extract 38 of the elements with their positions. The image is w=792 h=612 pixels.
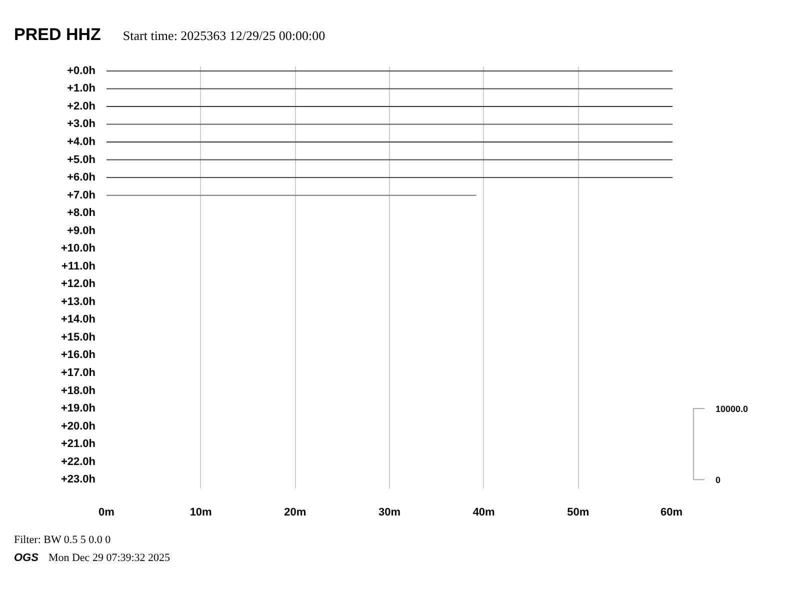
y-tick-label: +4.0h [67, 136, 96, 148]
text: Filter: BW 0.5 5 0.0 0 [14, 533, 112, 548]
y-tick-label: +5.0h [67, 154, 96, 166]
y-tick-label: +8.0h [67, 207, 96, 220]
y-tick-label: +1.0h [67, 82, 96, 95]
y-tick-label: +19.0h [60, 402, 96, 415]
x-tick-label: 0m [98, 506, 115, 518]
text: Mon Dec 29 07:39:32 2025 [48, 552, 170, 564]
y-tick-label: +11.0h [62, 260, 96, 272]
y-tick-label: +16.0h [60, 349, 96, 362]
y-tick-label: +7.0h [67, 189, 96, 202]
x-tick-label: 30m [378, 506, 401, 518]
text: 10000.0 [716, 404, 748, 414]
x-tick-label: 40m [472, 506, 496, 518]
x-tick-label: 20m [284, 506, 306, 518]
chart-subtitle: Start time: 2025363 12/29/25 00:00:00 [122, 28, 326, 43]
y-tick-label: +13.0h [60, 296, 96, 308]
y-tick-label: +6.0h [67, 172, 96, 184]
y-tick-label: +12.0h [60, 278, 96, 290]
y-tick-label: +22.0h [60, 456, 96, 468]
y-tick-label: +2.0h [67, 100, 96, 112]
y-tick-label: +20.0h [60, 420, 96, 432]
y-tick-label: +9.0h [67, 224, 96, 237]
x-tick-label: 60m [660, 506, 683, 518]
chart-title: PRED HHZ [14, 25, 101, 44]
y-tick-label: +3.0h [67, 118, 96, 130]
text: 0 [716, 475, 721, 486]
y-tick-label: +14.0h [60, 314, 96, 326]
y-tick-label: +15.0h [60, 331, 96, 344]
y-tick-label: +23.0h [60, 474, 96, 486]
x-tick-label: 10m [190, 506, 212, 518]
y-tick-label: +17.0h [60, 367, 96, 380]
text: OGS [14, 552, 38, 564]
y-tick-label: +18.0h [60, 384, 96, 397]
y-tick-label: +21.0h [60, 438, 96, 450]
y-tick-label: +10.0h [60, 242, 96, 255]
y-tick-label: +0.0h [67, 64, 96, 77]
x-tick-label: 50m [567, 506, 590, 518]
